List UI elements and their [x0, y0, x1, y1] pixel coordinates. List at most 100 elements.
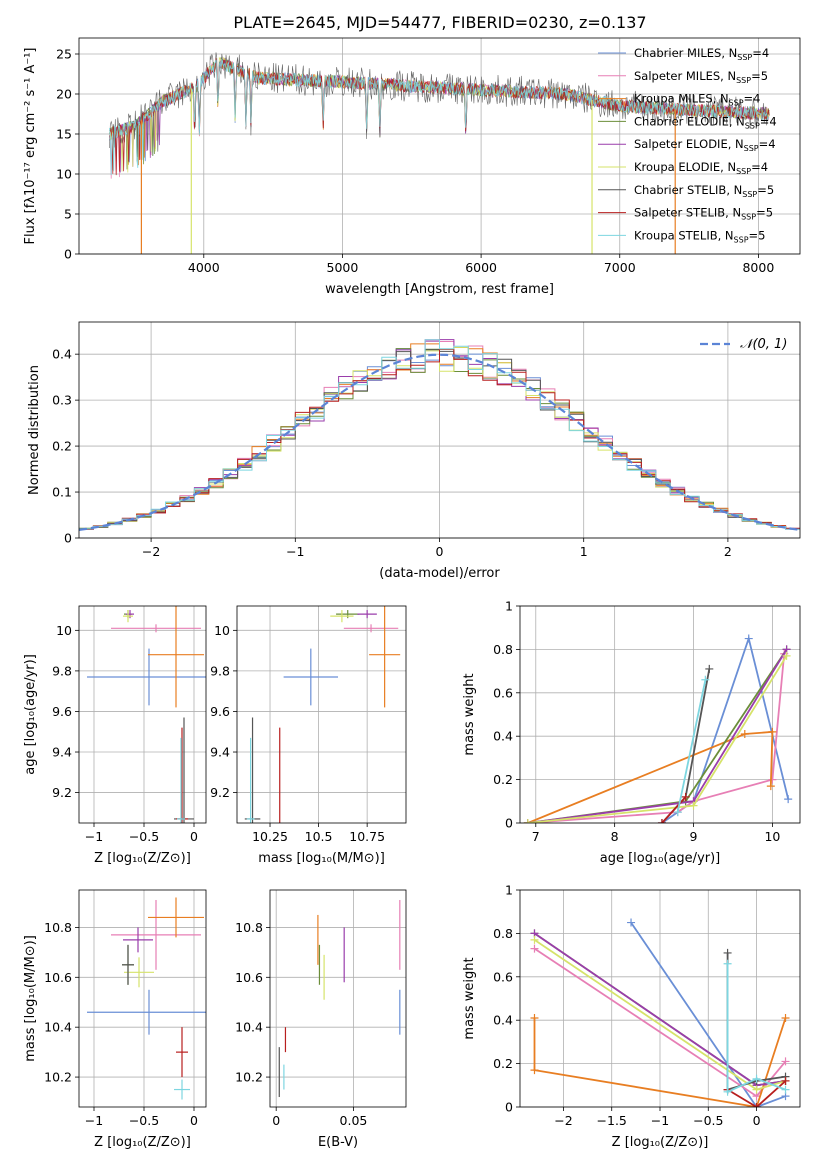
panel-mass_vs_EBV: 0 0.05 10.2 10.4 10.6 10.8 E(B-V): [235, 889, 407, 1150]
y-tick-label: 0.8: [493, 642, 513, 657]
legend-sub: SSP: [741, 213, 756, 222]
grid: [520, 605, 800, 824]
y-tick-label: 9.2: [210, 785, 230, 800]
errorbar-point-5: [330, 610, 354, 623]
x-tick-label: 0: [272, 1113, 280, 1128]
weight-marker: [740, 730, 749, 739]
legend-label: Salpeter ELODIE, N: [634, 137, 744, 151]
legend-sub: SSP: [729, 99, 744, 108]
errorbar-point-0: [283, 648, 339, 706]
legend-sub: SSP: [737, 53, 752, 62]
y-tick-label: 9.6: [52, 704, 72, 719]
weight-marker: [723, 1087, 732, 1096]
panel-spectrum: 4000 5000 6000 7000 8000 0 5 10 15 20 25 wavelength…: [23, 37, 801, 297]
legend-label: Kroupa MILES, N: [634, 92, 729, 106]
x-tick-label: 7000: [604, 260, 636, 275]
y-tick-label: 10.4: [235, 1020, 263, 1035]
legend-tail: =4: [751, 160, 768, 174]
errorbar-point-6: [122, 944, 134, 985]
errorbar-point-0: [87, 648, 206, 706]
weight-marker: [781, 1076, 790, 1085]
weight-marker: [766, 782, 775, 791]
legend-tail: =5: [756, 206, 773, 220]
axes-frame: [236, 605, 407, 824]
x-tick-label: 0: [190, 1113, 198, 1128]
weight-marker: [673, 808, 682, 817]
plot-area: [278, 899, 401, 1098]
y-tick-label: 9.8: [52, 663, 72, 678]
y-tick-label: 0.3: [52, 393, 72, 408]
x-tick-label: 4000: [188, 260, 220, 275]
histogram-series-8: [79, 339, 800, 530]
legend-entry-4: Salpeter ELODIE, NSSP=4: [634, 137, 776, 153]
y-tick-label: 20: [56, 87, 72, 102]
weight-marker: [784, 795, 793, 804]
weight-line: [527, 653, 786, 823]
panel-weight_vs_Z: −2 −1.5 −1 −0.5 0 0 0.2 0.4 0.6 0.8 1 Z [log₁₀(Z/Z⊙…: [462, 883, 801, 1150]
weight-series-1: [523, 649, 789, 823]
x-axis-label: Z [log₁₀(Z/Z⊙)]: [94, 851, 191, 866]
x-tick-label: −0.5: [693, 1113, 723, 1128]
weight-marker: [752, 1085, 761, 1094]
y-tick-label: 0: [64, 247, 72, 262]
weight-marker: [744, 634, 753, 643]
panel-weight_vs_age: 7 8 9 10 0 0.2 0.4 0.6 0.8 1 age [log₁₀(age/yr)] ma…: [462, 599, 801, 866]
x-tick-label: −1: [651, 1113, 669, 1128]
y-tick-label: 10: [214, 623, 230, 638]
x-axis-label: (data-model)/error: [379, 566, 500, 581]
spectrum-series-8: [109, 59, 770, 176]
weight-line: [727, 1080, 787, 1107]
legend-label: Salpeter STELIB, N: [634, 206, 741, 220]
y-tick-label: 0.4: [52, 347, 72, 362]
axes-frame: [78, 321, 801, 539]
legend-entry-1: Salpeter MILES, NSSP=5: [634, 69, 768, 85]
legend-tail: =5: [757, 183, 774, 197]
x-tick-label: −1: [85, 1113, 103, 1128]
y-tick-label: 10: [56, 623, 72, 638]
axes-frame: [78, 889, 207, 1108]
x-tick-label: 0: [753, 1113, 761, 1128]
x-tick-label: −2: [142, 544, 160, 559]
errorbar-point-0: [87, 989, 206, 1035]
weight-marker: [723, 948, 732, 957]
plot-area: [87, 606, 206, 823]
x-tick-label: 10.5: [305, 829, 333, 844]
legend-tail: =5: [751, 69, 768, 83]
legend-sub: SSP: [734, 235, 749, 244]
weight-marker: [768, 727, 777, 736]
legend-label: Chabrier MILES, N: [634, 46, 737, 60]
y-tick-label: 10.2: [235, 1070, 263, 1085]
axes-frame: [519, 889, 801, 1108]
y-tick-label: 9.4: [210, 745, 230, 760]
legend-tail: =5: [749, 228, 766, 242]
y-tick-label: 1: [505, 883, 513, 898]
x-tick-label: 1: [580, 544, 588, 559]
weight-marker: [781, 1085, 790, 1094]
x-axis-label: wavelength [Angstrom, rest frame]: [325, 282, 554, 297]
errorbar-point-1: [111, 624, 201, 633]
weight-line: [726, 963, 786, 1094]
weight-marker: [530, 1014, 539, 1023]
x-axis-label: E(B-V): [318, 1135, 358, 1150]
x-tick-label: 9: [690, 829, 698, 844]
legend-sub: SSP: [736, 76, 751, 85]
x-tick-label: 10.75: [349, 829, 385, 844]
x-axis-label: Z [log₁₀(Z/Z⊙)]: [94, 1135, 191, 1150]
plot-area: [530, 918, 790, 1107]
legend-tail: =4: [759, 137, 776, 151]
x-tick-label: −0.5: [129, 1113, 159, 1128]
errorbar-point-8: [246, 737, 255, 823]
x-tick-label: 8000: [742, 260, 774, 275]
weight-line: [527, 730, 774, 823]
legend-sub: SSP: [744, 144, 759, 153]
y-tick-label: 10.4: [44, 1020, 72, 1035]
plot-area: [87, 897, 206, 1100]
y-tick-label: 0.8: [493, 926, 513, 941]
x-tick-label: 5000: [327, 260, 359, 275]
y-tick-label: 0: [505, 816, 513, 831]
legend-entry-7: Salpeter STELIB, NSSP=5: [634, 206, 773, 222]
errorbar-point-8: [177, 737, 185, 823]
x-tick-label: 8: [611, 829, 619, 844]
